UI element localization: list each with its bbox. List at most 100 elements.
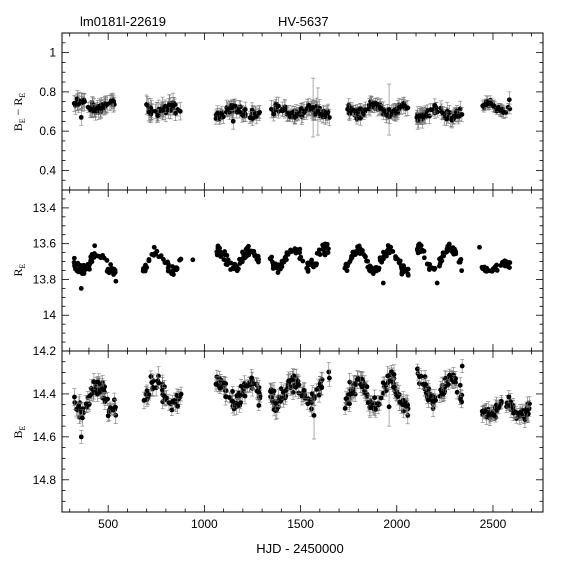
data-point (342, 405, 348, 411)
data-point (233, 400, 239, 406)
data-point (434, 280, 440, 286)
data-point (245, 245, 250, 251)
data-point (381, 249, 386, 255)
data-point (483, 102, 489, 107)
data-point (397, 399, 402, 405)
data-point (219, 112, 225, 117)
data-point (291, 373, 297, 379)
data-point (175, 396, 181, 402)
data-point (513, 409, 519, 415)
data-point (496, 405, 502, 411)
data-point (161, 393, 167, 399)
data-point (112, 404, 118, 410)
data-point (111, 269, 117, 275)
data-point (82, 99, 87, 105)
data-point (362, 390, 368, 396)
data-point (311, 394, 317, 399)
data-point (242, 107, 248, 112)
data-point (94, 391, 100, 397)
data-point (421, 255, 427, 261)
data-point (364, 384, 370, 390)
data-point (253, 114, 259, 119)
data-point (381, 256, 386, 262)
data-point (165, 268, 171, 274)
data-point (458, 396, 463, 402)
panel-red-magnitude: 13.4 13.6 13.8 14 RE (11, 189, 544, 352)
y-tick-label: 14 (43, 308, 57, 322)
data-point (326, 375, 332, 381)
data-point (350, 108, 356, 113)
data-point (490, 103, 496, 109)
data-point (414, 246, 420, 252)
data-point (172, 102, 178, 108)
data-point (271, 111, 277, 117)
data-point (429, 393, 435, 398)
data-point (426, 386, 432, 392)
data-point (95, 379, 101, 385)
data-point (217, 245, 222, 251)
data-point (309, 400, 314, 405)
data-point (152, 108, 158, 114)
data-point (230, 398, 235, 404)
data-point (104, 258, 110, 263)
data-point (346, 103, 352, 108)
data-point (370, 268, 375, 274)
data-point (427, 267, 432, 272)
data-point (378, 395, 384, 401)
data-point (306, 261, 312, 267)
data-point (357, 246, 363, 252)
data-point (326, 115, 332, 120)
data-point (146, 109, 152, 115)
data-point (177, 257, 182, 263)
data-point (317, 251, 323, 257)
data-point (88, 254, 94, 260)
data-point (221, 257, 227, 262)
data-point (491, 412, 497, 418)
data-point (256, 403, 262, 408)
data-point (141, 398, 147, 403)
x-tick-label: 2000 (383, 517, 410, 531)
data-point (255, 253, 261, 259)
data-point (385, 373, 391, 379)
data-point (362, 107, 368, 113)
data-point (506, 260, 512, 265)
x-tick-label: 1000 (191, 517, 218, 531)
data-point (365, 400, 371, 405)
data-point (268, 389, 273, 394)
data-point (386, 107, 392, 112)
data-point (322, 250, 327, 255)
y-tick-label: 14.4 (33, 387, 57, 401)
data-point (507, 403, 513, 409)
data-point (88, 259, 93, 265)
data-point (153, 251, 159, 257)
data-point (242, 383, 248, 389)
data-point (283, 388, 289, 394)
data-point (400, 267, 405, 272)
data-point (273, 261, 278, 267)
data-point (213, 381, 219, 387)
data-point (493, 263, 499, 269)
data-point (505, 104, 511, 110)
data-point (290, 389, 296, 395)
data-point (444, 247, 450, 253)
data-point (425, 397, 431, 403)
data-point (347, 108, 352, 113)
data-point (98, 105, 104, 111)
data-point (316, 392, 322, 398)
data-point (455, 114, 460, 119)
data-point (432, 265, 438, 271)
data-point (85, 104, 91, 110)
data-point (299, 393, 305, 399)
data-point (104, 268, 110, 274)
data-point (230, 118, 236, 124)
data-point (508, 407, 514, 413)
data-point (293, 384, 299, 390)
data-point (159, 387, 165, 393)
data-point (320, 242, 326, 248)
data-point (372, 101, 378, 107)
data-point (326, 246, 331, 252)
data-point (249, 375, 255, 381)
data-point (451, 113, 456, 119)
data-point (169, 407, 175, 413)
data-point (402, 103, 408, 109)
